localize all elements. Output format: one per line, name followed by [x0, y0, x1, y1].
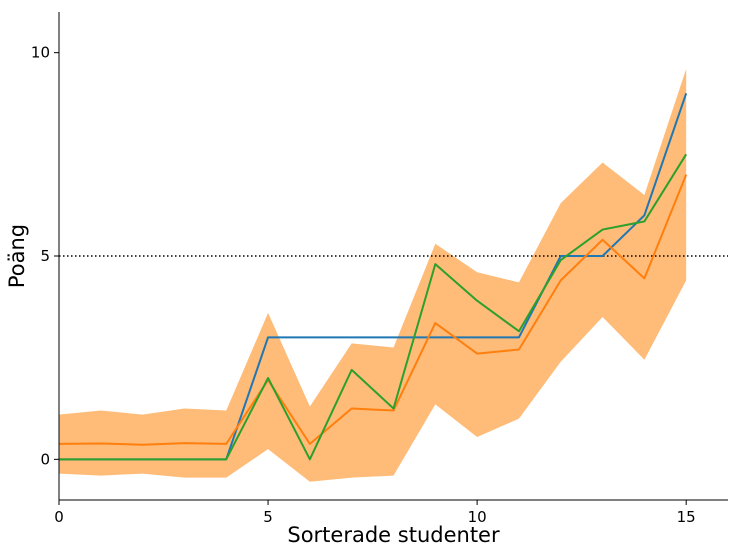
x-ticks: 0 5 10 15: [54, 500, 696, 526]
x-tick-label: 0: [54, 508, 64, 526]
confidence-band: [59, 68, 687, 482]
confidence-band-layer: [59, 68, 687, 482]
x-tick-label: 10: [468, 508, 487, 526]
x-tick-label: 15: [677, 508, 696, 526]
y-ticks: 0 5 10: [31, 44, 59, 468]
series-layer: [58, 93, 688, 461]
series-line-3: [59, 153, 688, 461]
x-tick-label: 5: [263, 508, 273, 526]
x-axis-label: Sorterade studenter: [287, 523, 500, 547]
y-tick-label: 0: [40, 450, 50, 468]
y-tick-label: 5: [40, 247, 50, 265]
y-tick-label: 10: [31, 44, 50, 62]
series-line-2: [58, 174, 688, 446]
y-axis-label: Poäng: [5, 224, 29, 288]
